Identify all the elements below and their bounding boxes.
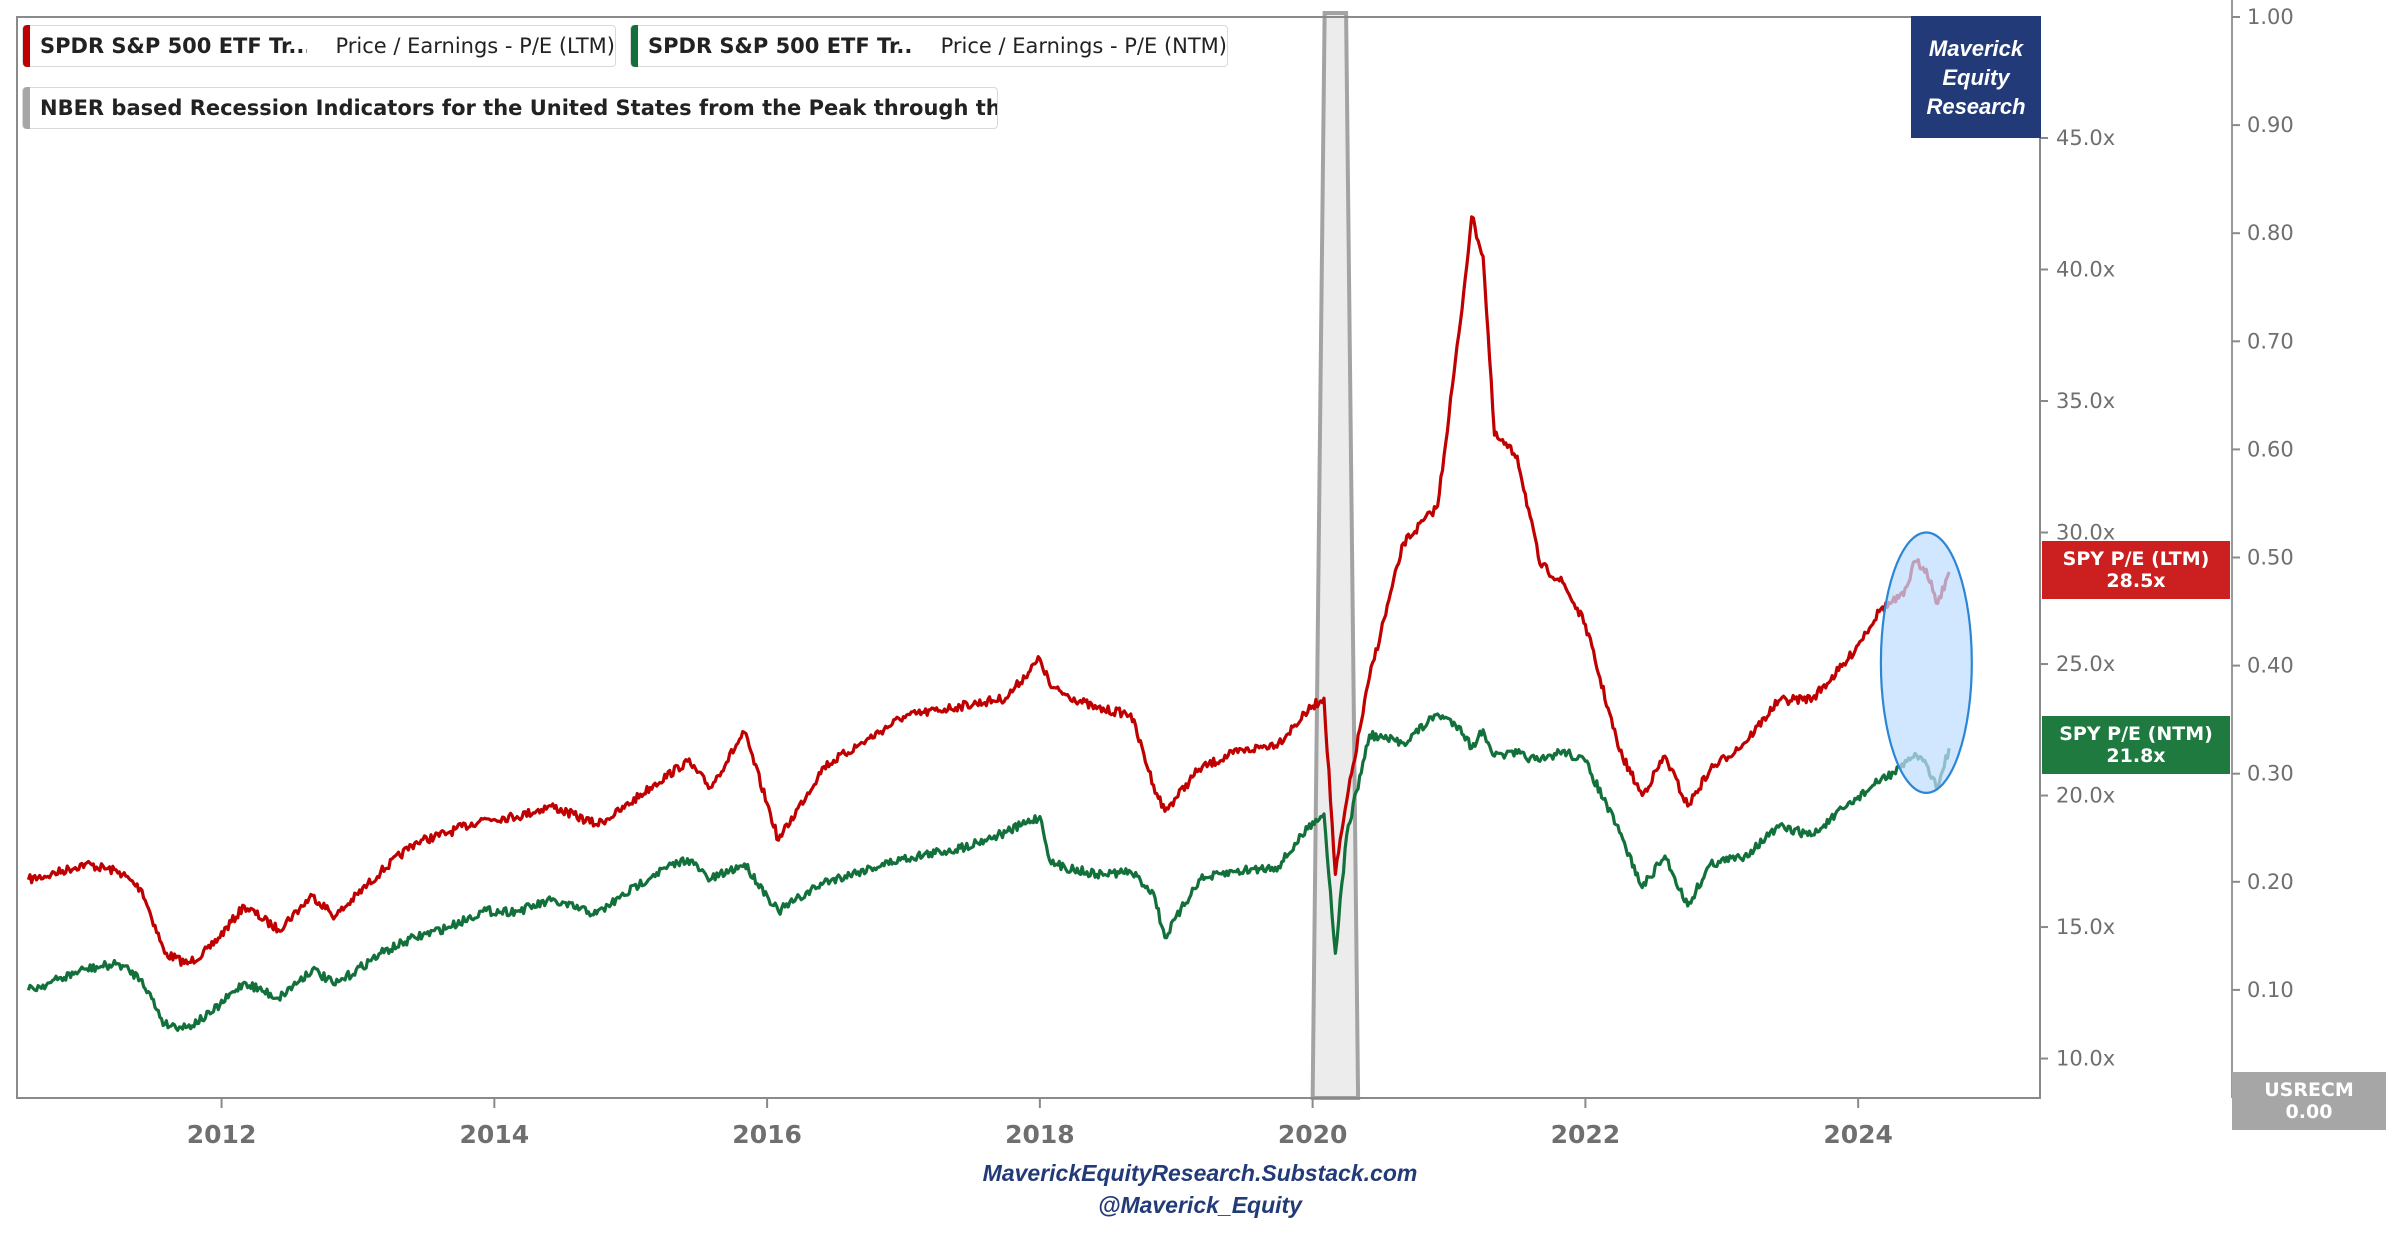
x-tick-label-0: 2012 [187, 1120, 257, 1149]
y-tick-label-3: 25.0x [2056, 652, 2115, 676]
series-line-ntm [26, 712, 1951, 1032]
y-tick-label-0: 10.0x [2056, 1047, 2115, 1071]
y-right-tick-label-2: 0.30 [2247, 762, 2294, 786]
legend-item-ntm[interactable]: SPDR S&P 500 ETF Tr... Price / Earnings … [630, 25, 1228, 67]
value-tag-ltm-value: 28.5x [2106, 570, 2166, 592]
legend-metric-ntm: Price / Earnings - P/E (NTM) [940, 34, 1227, 58]
legend-swatch-recession [23, 87, 30, 129]
y-right-tick-label-9: 1.00 [2247, 5, 2294, 29]
y-tick-label-4: 30.0x [2056, 521, 2115, 545]
brand-line-1: Maverick [1928, 35, 2024, 61]
y-tick-label-5: 35.0x [2056, 389, 2115, 413]
value-tag-ntm-label: SPY P/E (NTM) [2059, 723, 2213, 745]
footer-handle[interactable]: @Maverick_Equity [1098, 1192, 1302, 1218]
x-tick-label-6: 2024 [1823, 1120, 1893, 1149]
footer-site[interactable]: MaverickEquityResearch.Substack.com [982, 1160, 1418, 1186]
y-right-tick-label-5: 0.60 [2247, 437, 2294, 461]
usrecm-value-tag: USRECM 0.00 [2232, 1072, 2386, 1130]
value-tag-ntm: SPY P/E (NTM) 21.8x [2042, 716, 2230, 774]
legend-name-ltm: SPDR S&P 500 ETF Tr... [40, 34, 308, 58]
y-right-tick-label-8: 0.90 [2247, 113, 2294, 137]
x-tick-label-1: 2014 [460, 1120, 530, 1149]
x-tick-label-2: 2016 [732, 1120, 802, 1149]
y-right-tick-label-0: 0.10 [2247, 978, 2294, 1002]
series-line-ltm [26, 215, 1951, 967]
y-tick-label-6: 40.0x [2056, 257, 2115, 281]
y-right-tick-label-3: 0.40 [2247, 654, 2294, 678]
plot-frame [16, 16, 2041, 1099]
recession-band [1310, 11, 1361, 1100]
value-tag-ntm-value: 21.8x [2106, 745, 2166, 767]
y-right-tick-label-1: 0.20 [2247, 870, 2294, 894]
brand-line-2: Equity [1942, 64, 2010, 90]
x-tick-label-3: 2018 [1005, 1120, 1075, 1149]
legend-item-recession[interactable]: NBER based Recession Indicators for the … [22, 87, 998, 129]
callout-ellipse [1879, 531, 1973, 795]
legend-swatch-ltm [23, 25, 30, 67]
usrecm-value: 0.00 [2285, 1101, 2333, 1123]
usrecm-label: USRECM [2264, 1079, 2354, 1101]
y-right-tick-label-4: 0.50 [2247, 546, 2294, 570]
legend-item-ltm[interactable]: SPDR S&P 500 ETF Tr... Price / Earnings … [22, 25, 616, 67]
y-right-tick-label-7: 0.80 [2247, 221, 2294, 245]
legend-name-ntm: SPDR S&P 500 ETF Tr... [648, 34, 913, 58]
brand-logo: Maverick Equity Research [1911, 16, 2041, 138]
value-tag-ltm: SPY P/E (LTM) 28.5x [2042, 541, 2230, 599]
legend-name-recession: NBER based Recession Indicators for the … [40, 96, 997, 120]
legend-metric-ltm: Price / Earnings - P/E (LTM) [335, 34, 615, 58]
y-right-tick-label-6: 0.70 [2247, 329, 2294, 353]
brand-line-3: Research [1926, 93, 2026, 119]
y-tick-label-7: 45.0x [2056, 126, 2115, 150]
legend-swatch-ntm [631, 25, 638, 67]
x-tick-label-4: 2020 [1278, 1120, 1348, 1149]
y-tick-label-2: 20.0x [2056, 784, 2115, 808]
y-tick-label-1: 15.0x [2056, 915, 2115, 939]
value-tag-ltm-label: SPY P/E (LTM) [2062, 548, 2210, 570]
x-tick-label-5: 2022 [1551, 1120, 1621, 1149]
